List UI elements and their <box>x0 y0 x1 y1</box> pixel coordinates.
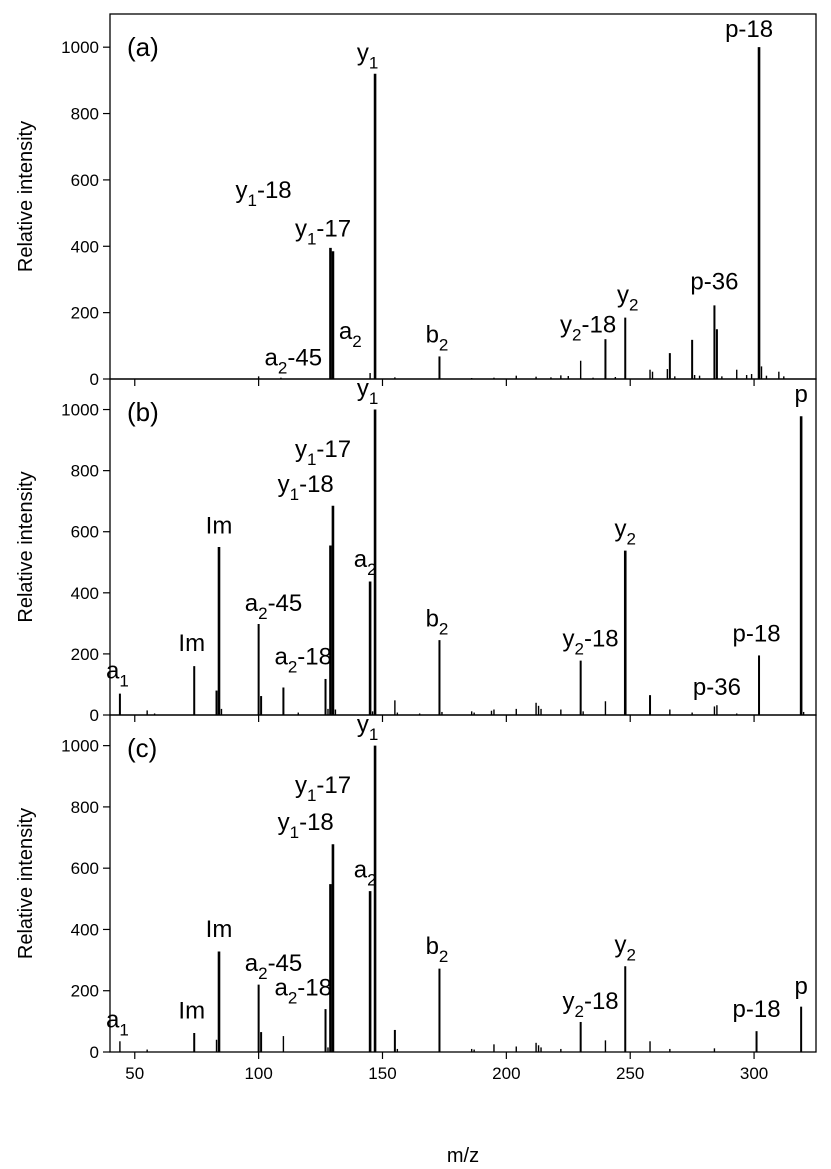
peak-label: y1 <box>357 39 378 72</box>
peak-label: Im <box>206 512 233 539</box>
peak-label: a2-45 <box>265 345 323 378</box>
y-tick-label: 200 <box>71 645 99 664</box>
y-tick-label: 600 <box>71 171 99 190</box>
y-tick-label: 0 <box>90 706 99 725</box>
y-axis-label: Relative intensity <box>15 808 37 959</box>
y-axis-label: Relative intensity <box>15 471 37 622</box>
panel-1: 0 200 400 600 800 1000 Relative intensity (a) a2… <box>15 13 817 389</box>
y-tick-label: 600 <box>71 523 99 542</box>
peak-label: a2 <box>354 546 377 579</box>
peak-label: y1-17 <box>295 772 351 805</box>
peak-label: y1-18 <box>236 177 292 210</box>
y-tick-label: 400 <box>71 584 99 603</box>
y-tick-label: 1000 <box>61 737 99 756</box>
peak-label: p-18 <box>733 996 781 1023</box>
x-tick-label: 100 <box>244 1064 272 1083</box>
x-tick-label: 150 <box>368 1064 396 1083</box>
peak-label: p-36 <box>690 268 738 295</box>
panel-label: (c) <box>127 733 157 763</box>
peak-label: y1 <box>357 375 378 408</box>
peak-label: p-18 <box>733 621 781 648</box>
peak-label: p-18 <box>725 16 773 43</box>
peak-label: p-36 <box>693 674 741 701</box>
plot-frame <box>109 13 817 380</box>
peak-label: a2 <box>339 318 362 351</box>
peak-label: p <box>794 381 807 408</box>
plot-frame <box>109 714 817 1053</box>
peak-label: b2 <box>426 605 449 638</box>
peak-label: a2-45 <box>245 590 303 623</box>
y-tick-label: 200 <box>71 982 99 1001</box>
x-tick-label: 250 <box>616 1064 644 1083</box>
x-tick-label: 300 <box>740 1064 768 1083</box>
peak-label: y2 <box>617 282 638 315</box>
y-tick-label: 1000 <box>61 38 99 57</box>
y-tick-label: 1000 <box>61 401 99 420</box>
y-tick-label: 600 <box>71 859 99 878</box>
peak-label: Im <box>178 997 205 1024</box>
peak-label: Im <box>206 916 233 943</box>
y-tick-label: 400 <box>71 920 99 939</box>
peak-label: p <box>794 973 807 1000</box>
peak-label: a1 <box>106 657 129 690</box>
panel-label: (b) <box>127 397 159 427</box>
peak-label: a2 <box>354 856 377 889</box>
y-tick-label: 0 <box>90 1043 99 1062</box>
peak-label: a2-45 <box>245 950 303 983</box>
y-tick-label: 800 <box>71 105 99 124</box>
peak-label: y1-17 <box>295 215 351 248</box>
peak-label: y1 <box>357 711 378 744</box>
x-axis-label: m/z <box>447 1145 479 1167</box>
peak-label: y2-18 <box>560 312 616 345</box>
peak-label: y1-18 <box>278 809 334 842</box>
peak-label: Im <box>178 630 205 657</box>
y-tick-label: 400 <box>71 237 99 256</box>
y-tick-label: 0 <box>90 370 99 389</box>
peak-label: y2 <box>615 931 636 964</box>
peak-label: b2 <box>426 322 449 355</box>
x-tick-label: 50 <box>125 1064 144 1083</box>
peak-label: y2-18 <box>562 988 618 1021</box>
peak-label: a1 <box>106 1006 129 1039</box>
peak-label: y2 <box>615 515 636 548</box>
peak-label: y2-18 <box>562 625 618 658</box>
x-tick-label: 200 <box>492 1064 520 1083</box>
y-tick-label: 800 <box>71 798 99 817</box>
peak-label: a2-18 <box>274 974 332 1007</box>
y-tick-label: 800 <box>71 462 99 481</box>
plot-frame <box>109 378 817 716</box>
panel-label: (a) <box>127 32 159 62</box>
y-axis-label: Relative intensity <box>15 121 37 272</box>
panel-2: 0 200 400 600 800 1000 Relative intensity (b) a1… <box>15 375 817 725</box>
panel-3: 0 200 400 600 800 1000 50 100 150 200 250 300 Relati… <box>15 711 817 1167</box>
peak-label: y1-17 <box>295 436 351 469</box>
peak-label: a2-18 <box>274 644 332 677</box>
peak-label: y1-18 <box>278 471 334 504</box>
peak-label: b2 <box>426 933 449 966</box>
y-tick-label: 200 <box>71 304 99 323</box>
